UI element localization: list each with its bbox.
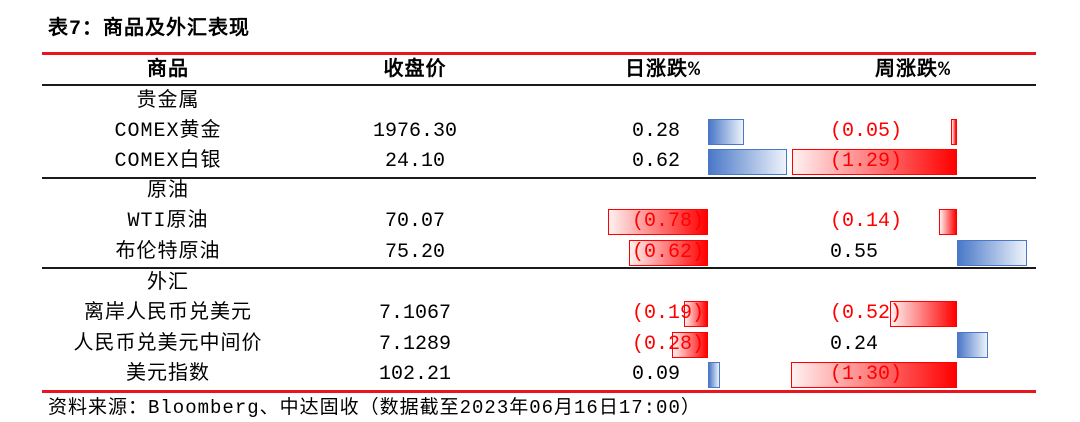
bottom-rule [42,390,1036,393]
weekly-change-value: 0.55 [830,241,879,264]
commodity-name: 人民币兑美元中间价 [73,333,263,356]
daily-change-value: 0.62 [632,150,681,173]
header-weekly-change: 周涨跌% [874,59,951,82]
daily-change-bar [708,149,788,175]
category-row: 贵金属 [0,87,1080,117]
daily-change-value: (0.19) [632,302,705,325]
weekly-change-bar [957,332,988,358]
daily-change-bar [608,209,708,235]
table-row: COMEX黄金 1976.30 0.28 (0.05) [0,117,1080,147]
daily-change-value: 0.28 [632,120,681,143]
weekly-change-value: (0.14) [830,210,903,233]
commodity-name: WTI原油 [127,210,209,233]
header-daily-change: 日涨跌% [624,59,701,82]
weekly-change-bar [950,119,957,145]
weekly-change-bar [890,301,957,327]
weekly-change-bar [957,240,1028,266]
close-price: 75.20 [384,241,445,264]
top-rule [42,52,1036,55]
header-close-price: 收盘价 [383,59,447,82]
table-row: 离岸人民币兑美元 7.1067 (0.19) (0.52) [0,299,1080,329]
commodity-name: 美元指数 [126,363,210,386]
weekly-change-bar [790,362,957,388]
category-label: 原油 [147,180,189,203]
daily-change-value: 0.09 [632,363,681,386]
weekly-change-value: (0.05) [830,120,903,143]
daily-change-value: (0.78) [632,210,705,233]
close-price: 7.1289 [378,333,451,356]
page-title: 表7：商品及外汇表现 [48,18,251,41]
daily-change-bar [708,362,720,388]
close-price: 1976.30 [372,120,457,143]
table-row: 布伦特原油 75.20 (0.62) 0.55 [0,238,1080,268]
commodity-name: 离岸人民币兑美元 [84,302,252,325]
header-rule [42,84,1036,86]
close-price: 70.07 [384,210,445,233]
table-row: 人民币兑美元中间价 7.1289 (0.28) 0.24 [0,330,1080,360]
weekly-change-bar [939,209,957,235]
weekly-change-value: (0.52) [830,302,903,325]
close-price: 7.1067 [378,302,451,325]
header-commodity: 商品 [147,59,189,82]
commodity-name: COMEX黄金 [114,120,222,143]
group-separator [42,267,1036,269]
commodity-name: 布伦特原油 [115,241,221,264]
weekly-change-value: (1.29) [830,150,903,173]
table-row: COMEX白银 24.10 0.62 (1.29) [0,147,1080,177]
weekly-change-bar [791,149,957,175]
table-row: 美元指数 102.21 0.09 (1.30) [0,360,1080,390]
category-row: 外汇 [0,269,1080,299]
close-price: 102.21 [378,363,451,386]
daily-change-bar [683,301,708,327]
weekly-change-value: 0.24 [830,333,879,356]
category-row: 原油 [0,177,1080,207]
table-header-row: 商品 收盘价 日涨跌% 周涨跌% [0,56,1080,86]
daily-change-value: (0.62) [632,241,705,264]
source-note: 资料来源：Bloomberg、中达固收（数据截至2023年06月16日17:00… [48,397,701,419]
daily-change-value: (0.28) [632,333,705,356]
category-label: 贵金属 [136,90,200,113]
category-label: 外汇 [147,272,189,295]
daily-change-bar [672,332,708,358]
daily-change-bar [628,240,708,266]
group-separator [42,177,1036,179]
weekly-change-value: (1.30) [830,363,903,386]
close-price: 24.10 [384,150,445,173]
table-row: WTI原油 70.07 (0.78) (0.14) [0,207,1080,237]
commodity-name: COMEX白银 [114,150,222,173]
daily-change-bar [708,119,744,145]
